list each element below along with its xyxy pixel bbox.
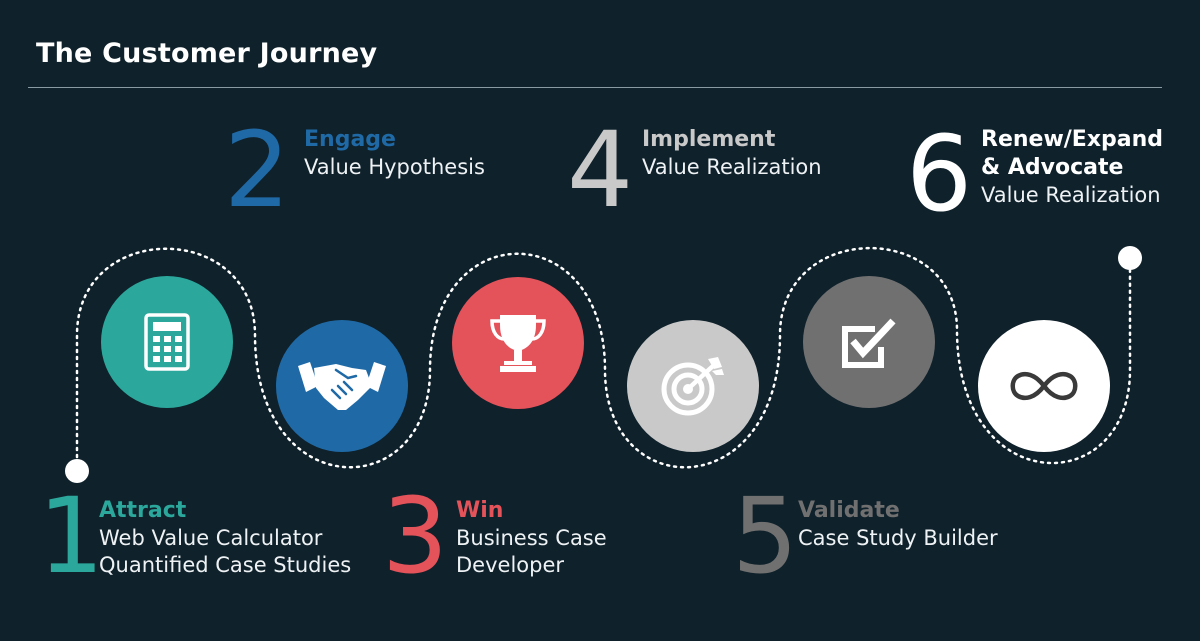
stage-1-line-2: Quantified Case Studies <box>99 553 352 577</box>
stage-4-name: Implement <box>642 127 776 152</box>
stage-5-name: Validate <box>798 498 900 523</box>
calculator-icon <box>144 313 190 371</box>
stage-3-text: Win Business Case Developer <box>456 497 607 579</box>
stage-3-circle <box>452 277 584 409</box>
title-divider <box>28 87 1162 88</box>
handshake-icon <box>298 362 386 410</box>
stage-3-number: 3 <box>382 475 449 597</box>
stage-5-text: Validate Case Study Builder <box>798 497 998 552</box>
path-end-dot <box>1118 246 1142 270</box>
stage-5-number: 5 <box>732 475 799 597</box>
stage-6-name: Renew/Expand <box>981 127 1164 152</box>
stage-1-line-1: Web Value Calculator <box>99 526 323 550</box>
stage-3-name: Win <box>456 498 504 523</box>
path-start-dot <box>65 459 89 483</box>
stage-2-circle <box>276 320 408 452</box>
stage-2-line-1: Value Hypothesis <box>304 155 485 179</box>
stage-3-line-1: Business Case <box>456 526 607 550</box>
trophy-icon <box>490 315 546 372</box>
stage-4-circle <box>627 320 759 452</box>
stage-1-circle <box>101 276 233 408</box>
stage-6-number: 6 <box>906 113 973 235</box>
stage-4-line-1: Value Realization <box>642 155 822 179</box>
stage-1-text: Attract Web Value Calculator Quantified … <box>99 497 351 579</box>
stage-2-name: Engage <box>304 127 396 152</box>
infinity-icon <box>1010 371 1078 401</box>
stage-5-circle <box>803 276 935 408</box>
checkbox-icon <box>842 318 896 368</box>
stage-2-text: Engage Value Hypothesis <box>304 126 485 181</box>
stage-6-circle <box>978 320 1110 452</box>
stage-4-number: 4 <box>567 109 634 231</box>
stage-5-line-1: Case Study Builder <box>798 526 998 550</box>
stage-6-name-line-2: & Advocate <box>981 155 1124 180</box>
stage-1-number: 1 <box>38 475 105 597</box>
page-title: The Customer Journey <box>36 38 378 69</box>
stage-2-number: 2 <box>224 109 291 231</box>
stage-4-text: Implement Value Realization <box>642 126 822 181</box>
target-icon <box>661 357 724 416</box>
stage-6-line-1: Value Realization <box>981 183 1161 207</box>
stage-3-line-2: Developer <box>456 553 565 577</box>
stage-6-text: Renew/Expand & Advocate Value Realizatio… <box>981 126 1163 209</box>
stage-1-name: Attract <box>99 498 187 523</box>
